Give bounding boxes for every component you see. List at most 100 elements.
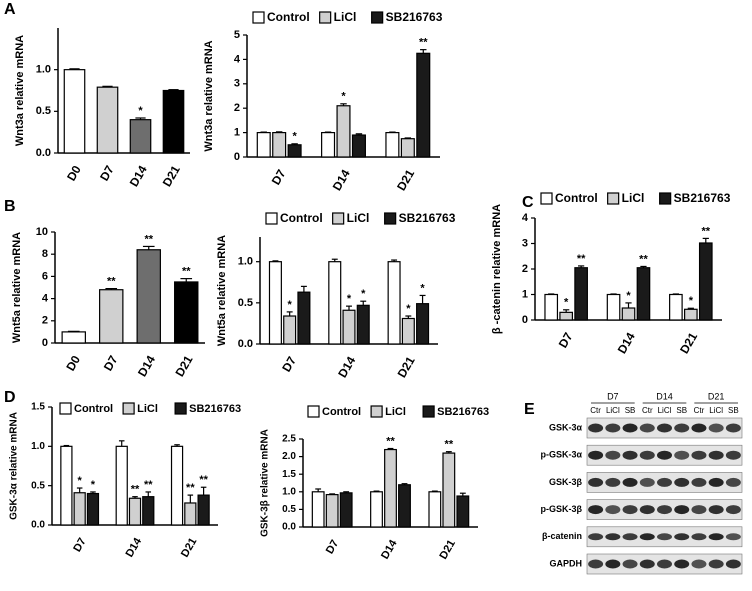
significance: *: [341, 91, 346, 103]
blot-band: [588, 505, 604, 515]
x-tick-label: D14: [127, 163, 150, 189]
blot-band: [605, 533, 621, 541]
significance: **: [419, 37, 428, 49]
blot-band: [725, 477, 741, 487]
bar: [142, 496, 155, 526]
blot-band: [588, 450, 604, 460]
bar: [283, 315, 297, 345]
blot-band: [725, 559, 741, 569]
bar: [401, 317, 415, 345]
blot-band: [639, 533, 655, 541]
panel-label: B: [4, 198, 16, 215]
significance: *: [361, 288, 366, 300]
blot-band: [691, 450, 707, 460]
blot-band: [639, 477, 655, 487]
blot-band: [657, 423, 672, 433]
y-tick-label: 1: [234, 127, 240, 139]
blot-band: [622, 559, 638, 569]
blot-band: [639, 559, 655, 569]
legend-label: SB216763: [674, 191, 731, 205]
y-tick-label: 2.5: [282, 434, 296, 445]
significance: *: [420, 282, 425, 294]
blot-band: [691, 505, 707, 515]
significance: *: [91, 479, 96, 491]
y-tick-label: 4: [522, 212, 529, 224]
x-tick-label: D14: [124, 535, 145, 559]
legend-label: LiCl: [137, 403, 158, 415]
y-tick-label: 2: [42, 315, 48, 327]
significance: **: [639, 253, 648, 265]
blot-band: [622, 423, 638, 433]
bar: [63, 69, 86, 154]
blot-band: [708, 477, 724, 487]
y-tick-label: 1.0: [238, 256, 253, 268]
significance: *: [292, 131, 297, 143]
blot-lane-label: SB: [676, 406, 687, 415]
legend-swatch: [332, 212, 345, 225]
legend-swatch: [319, 11, 332, 24]
bar: [61, 331, 86, 344]
bar: [698, 242, 713, 321]
legend-swatch: [265, 212, 278, 225]
significance: *: [138, 105, 143, 117]
y-tick-label: 0.0: [282, 522, 296, 533]
blot-band: [657, 559, 672, 569]
y-tick-label: 0.0: [31, 520, 45, 531]
bar: [351, 134, 366, 158]
significance: *: [347, 293, 352, 305]
y-tick-label: 0: [522, 314, 528, 326]
bar: [128, 497, 142, 526]
significance: *: [564, 297, 569, 309]
x-tick-label: D21: [172, 353, 195, 379]
y-tick-label: 4: [234, 53, 241, 65]
bar: [669, 293, 683, 321]
bar: [311, 491, 325, 528]
blot-band: [674, 505, 690, 515]
blot-lane-label: LiCl: [658, 406, 672, 415]
y-axis-label: Wnt3a relative mRNA: [14, 35, 26, 146]
y-tick-label: 0.0: [36, 147, 51, 159]
x-tick-label: D7: [97, 163, 117, 184]
blot-group-label: D7: [607, 391, 619, 401]
y-tick-label: 6: [42, 270, 48, 282]
legend-swatch: [659, 192, 672, 205]
x-tick-label: D21: [437, 538, 457, 561]
panel-label: D: [4, 389, 16, 406]
blot-band: [674, 477, 690, 487]
y-tick-label: 1.0: [282, 486, 296, 497]
legend-label: Control: [322, 406, 361, 418]
x-tick-label: D21: [179, 536, 199, 559]
blot-lane-label: Ctr: [694, 406, 705, 415]
blot-band: [622, 505, 638, 515]
significance: **: [702, 225, 711, 237]
legend-label: Control: [555, 191, 598, 205]
y-axis-label: β -catenin relative mRNA: [491, 204, 503, 334]
bar: [342, 309, 356, 345]
bar: [428, 491, 442, 528]
bar: [339, 492, 353, 528]
bar: [636, 267, 651, 321]
bar: [387, 261, 401, 345]
x-tick-label: D7: [71, 536, 88, 554]
legend-swatch: [252, 11, 265, 24]
significance: **: [107, 276, 116, 288]
blot-band: [708, 505, 724, 515]
significance: **: [199, 474, 208, 486]
y-tick-label: 10: [36, 226, 48, 238]
blot-band: [605, 450, 621, 460]
y-tick-label: 5: [234, 29, 240, 41]
blot-row-label: p-GSK-3β: [541, 504, 583, 514]
legend-label: SB216763: [437, 406, 489, 418]
y-tick-label: 3: [234, 78, 240, 90]
blot-band: [725, 505, 741, 515]
bar: [174, 281, 199, 344]
significance: **: [445, 439, 454, 451]
y-tick-label: 4: [42, 293, 49, 305]
blot-group-label: D14: [656, 391, 673, 401]
significance: **: [144, 233, 153, 245]
y-axis-label: Wnt5a relative mRNA: [11, 232, 23, 343]
y-tick-label: 0.0: [238, 338, 253, 350]
blot-lane-label: LiCl: [709, 406, 723, 415]
bar: [197, 494, 210, 526]
x-tick-label: D14: [379, 537, 400, 561]
